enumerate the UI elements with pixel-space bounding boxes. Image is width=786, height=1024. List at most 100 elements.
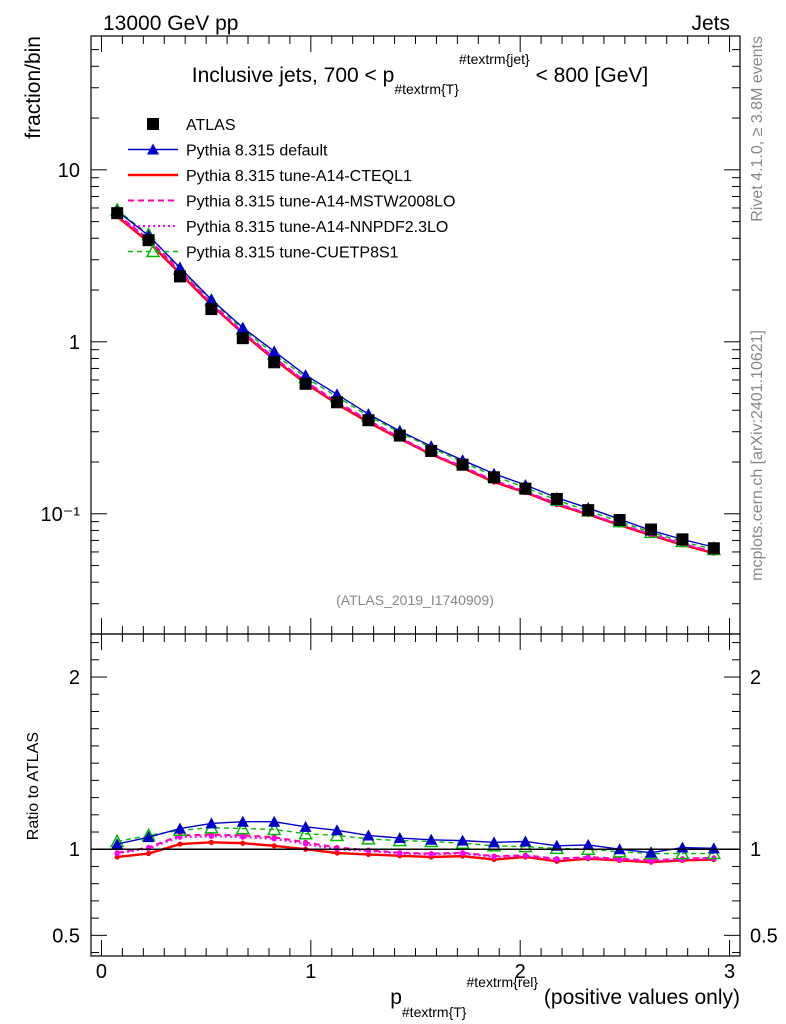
ratio-pythia-8-315-tune-a14-cteql1-point [334,850,340,856]
ratio-pythia-8-315-tune-a14-nnpdf2-3lo-point [208,833,214,839]
ratio-pythia-8-315-default-point [425,833,438,845]
ratio-pythia-8-315-default-point [488,836,501,848]
main-atlas-point [613,514,626,527]
x-tick-label: 2 [515,961,526,983]
plot-title: Inclusive jets, 700 < p#textrm{T}#textrm… [192,51,648,97]
mcplots-label: mcplots.cern.ch [arXiv:2401.10621] [749,330,766,581]
ratio-pythia-8-315-tune-a14-nnpdf2-3lo-point [271,836,277,842]
ratio-pythia-8-315-tune-a14-nnpdf2-3lo-point [302,841,309,847]
legend-atlas-marker [147,118,159,130]
main-pythia-8-315-default-line [116,210,714,548]
main-pythia-8-315-default-point [299,369,312,381]
ratio-pythia-8-315-tune-cuetp8s1-point [675,845,690,860]
ratio-y-tick-label-right: 0.5 [750,925,778,947]
main-atlas-point [362,414,375,427]
axis-ticks: 0 1 2 3 10 1 10⁻¹ 2 2 1 1 0.5 0.5 [41,35,778,983]
ratio-y-axis-label: Ratio to ATLAS [25,732,42,840]
ratio-pythia-8-315-default-point [268,815,281,827]
ratio-pythia-8-315-tune-a14-nnpdf2-3lo-point [554,856,560,863]
main-atlas-point [550,492,563,505]
x-tick-label: 0 [96,961,107,983]
ratio-pythia-8-315-default-point [299,820,312,832]
ratio-pythia-8-315-default-point [519,835,532,847]
ratio-pythia-8-315-tune-a14-nnpdf2-3lo-point [522,853,529,859]
ratio-pythia-8-315-default-point [205,817,218,829]
legend-pythia-8-315-tune-a14-cteql1-label: Pythia 8.315 tune-A14-CTEQL1 [186,168,412,185]
y-tick-label: 1 [69,332,80,354]
ratio-y-tick-label: 0.5 [52,925,80,947]
ratio-pythia-8-315-tune-a14-cteql1-point [177,841,183,847]
main-atlas-point [425,444,438,457]
main-atlas-point [299,377,312,390]
ratio-pythia-8-315-default-point [550,839,563,851]
ratio-pythia-8-315-default-point [707,842,720,854]
x-tick-label: 1 [305,961,316,983]
ratio-pythia-8-315-tune-a14-cteql1-point [271,843,277,849]
ratio-pythia-8-315-tune-a14-nnpdf2-3lo-point [648,858,654,864]
main-atlas-point [111,207,124,220]
ratio-pythia-8-315-tune-a14-nnpdf2-3lo-point [114,850,120,857]
ratio-pythia-8-315-default-point [111,838,124,850]
y-tick-label: 10 [58,160,80,182]
x-tick-label: 3 [724,961,735,983]
main-atlas-point [330,396,343,409]
main-atlas-point [205,303,218,316]
legend-pythia-8-315-tune-cuetp8s1-label: Pythia 8.315 tune-CUETP8S1 [186,245,399,262]
ratio-pythia-8-315-default-point [393,832,406,844]
ratio-series-group [91,815,740,865]
main-pythia-8-315-tune-a14-mstw2008lo-line [116,213,715,553]
main-pythia-8-315-default-point [205,293,218,305]
main-y-axis-label: fraction/bin [22,36,45,139]
legend: ATLAS Pythia 8.315 default Pythia 8.315 tu… [128,117,455,262]
ratio-pythia-8-315-default-point [645,846,658,858]
main-pythia-8-315-tune-a14-cteql1-line [116,215,715,555]
ratio-pythia-8-315-tune-cuetp8s1-point [298,826,313,840]
y-tick-label: 10⁻¹ [41,504,81,526]
ratio-pythia-8-315-tune-cuetp8s1-point [266,821,282,836]
main-atlas-point [393,429,406,442]
ratio-y-tick-label: 2 [69,667,80,689]
ratio-pythia-8-315-tune-a14-cteql1-point [145,850,152,857]
analysis-id-label: (ATLAS_2019_I1740909) [336,592,494,608]
main-atlas-point [236,332,249,345]
main-pythia-8-315-default-point [268,345,281,357]
ratio-pythia-8-315-default-point [236,815,249,827]
x-axis-label: p#textrm{T}#textrm{rel} (positive values… [390,974,740,1020]
legend-pythia-8-315-default-marker [147,143,159,155]
main-atlas-point [582,504,595,517]
main-atlas-point [488,471,501,484]
ratio-pythia-8-315-tune-a14-nnpdf2-3lo-point [585,855,591,861]
legend-pythia-8-315-tune-cuetp8s1-marker [145,243,161,258]
ratio-pythia-8-315-tune-a14-nnpdf2-3lo-line [117,835,714,863]
ratio-pythia-8-315-tune-cuetp8s1-point [235,821,251,835]
ratio-y-tick-label: 1 [69,839,80,861]
main-atlas-point [268,356,281,369]
ratio-pythia-8-315-tune-a14-cteql1-point [208,839,214,845]
ratio-pythia-8-315-default-point [142,831,155,843]
header-left: 13000 GeV pp [103,12,238,35]
ratio-pythia-8-315-tune-a14-nnpdf2-3lo-point [240,834,246,840]
legend-atlas-label: ATLAS [186,117,236,134]
legend-pythia-8-315-default-label: Pythia 8.315 default [186,143,328,160]
ratio-pythia-8-315-tune-a14-nnpdf2-3lo-point [428,851,434,858]
ratio-y-tick-label-right: 2 [750,667,761,689]
ratio-pythia-8-315-tune-a14-nnpdf2-3lo-point [617,856,623,863]
ratio-y-tick-label-right: 1 [750,839,761,861]
main-pythia-8-315-default-point [236,321,249,333]
header-right: Jets [691,12,730,35]
legend-pythia-8-315-tune-a14-mstw2008lo-label: Pythia 8.315 tune-A14-MSTW2008LO [186,194,455,211]
ratio-pythia-8-315-default-point [362,829,375,841]
rivet-version-label: Rivet 4.1.0, ≥ 3.8M events [749,36,766,222]
ratio-pythia-8-315-default-line [117,820,714,854]
ratio-pythia-8-315-tune-a14-nnpdf2-3lo-point [491,854,497,860]
main-atlas-point [707,542,720,555]
main-pythia-8-315-tune-a14-nnpdf2-3lo-line [116,214,715,553]
main-series-group [109,202,722,556]
main-pythia-8-315-default-point [173,261,186,273]
main-atlas-point [519,482,532,495]
ratio-pythia-8-315-default-point [173,822,186,834]
ratio-pythia-8-315-tune-a14-nnpdf2-3lo-point [460,850,466,857]
ratio-pythia-8-315-tune-a14-nnpdf2-3lo-point [145,845,152,851]
ratio-pythia-8-315-tune-a14-nnpdf2-3lo-point [679,856,686,863]
